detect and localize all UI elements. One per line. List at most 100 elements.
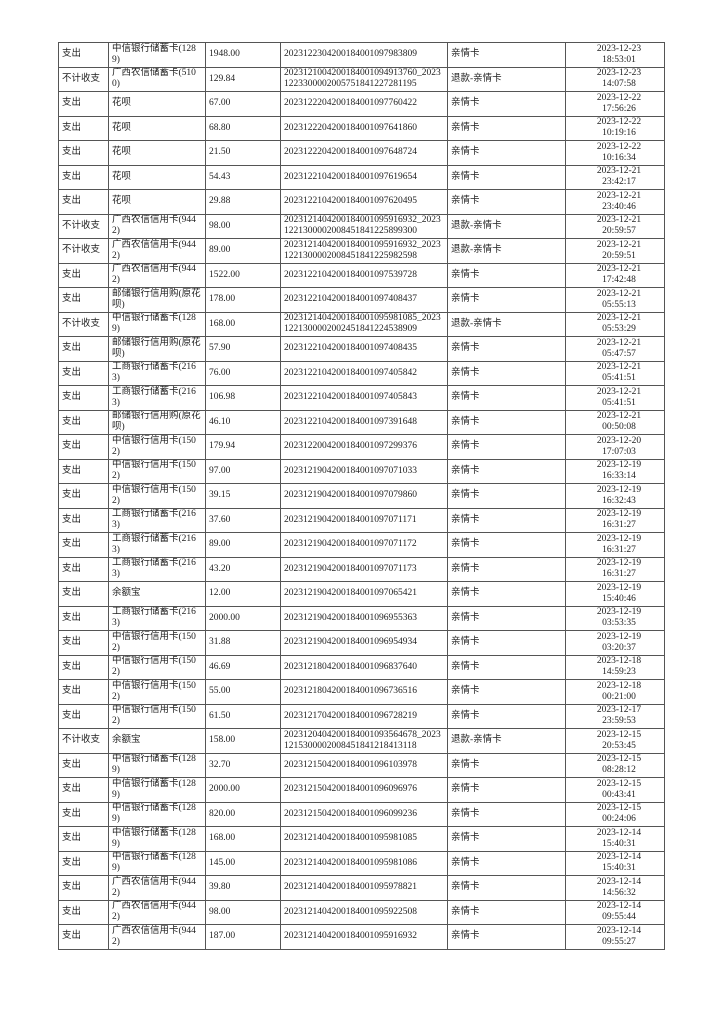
datetime-cell: 2023-12-19 16:31:27 bbox=[565, 507, 665, 533]
method-cell: 花呗 bbox=[108, 115, 206, 141]
method-cell: 中信银行信用卡(1502) bbox=[108, 679, 206, 705]
datetime-cell: 2023-12-20 17:07:03 bbox=[565, 434, 665, 460]
order-id-cell: 2023120404200184001093564678_20231215300… bbox=[280, 728, 448, 754]
table-row: 支出 工商银行储蓄卡(2163) 2000.00 202312190420018400… bbox=[58, 605, 665, 631]
order-id-cell: 2023121404200184001095981086 bbox=[280, 850, 448, 876]
table-row: 支出 工商银行储蓄卡(2163) 37.60 20231219042001840010… bbox=[58, 507, 665, 533]
table-row: 支出 中信银行信用卡(1502) 46.69 20231218042001840010… bbox=[58, 654, 665, 680]
category-cell: 亲情卡 bbox=[447, 826, 566, 852]
type-cell: 支出 bbox=[58, 164, 109, 190]
table-row: 不计收支 广西农信信用卡(9442) 98.00 202312140420018400… bbox=[58, 213, 665, 239]
amount-cell: 168.00 bbox=[205, 311, 281, 337]
amount-cell: 31.88 bbox=[205, 630, 281, 656]
order-id-cell: 2023121804200184001096837640 bbox=[280, 654, 448, 680]
table-row: 支出 中信银行储蓄卡(1289) 32.70 20231215042001840010… bbox=[58, 752, 665, 778]
table-row: 不计收支 中信银行储蓄卡(1289) 168.00 20231214042001840… bbox=[58, 311, 665, 337]
method-cell: 中信银行信用卡(1502) bbox=[108, 434, 206, 460]
method-cell: 花呗 bbox=[108, 140, 206, 166]
table-row: 支出 工商银行储蓄卡(2163) 89.00 20231219042001840010… bbox=[58, 532, 665, 558]
table-row: 支出 工商银行储蓄卡(2163) 76.00 20231221042001840010… bbox=[58, 360, 665, 386]
type-cell: 不计收支 bbox=[58, 728, 109, 754]
table-row: 支出 邮储银行信用购(原花呗) 46.10 202312210420018400109… bbox=[58, 409, 665, 435]
amount-cell: 21.50 bbox=[205, 140, 281, 166]
category-cell: 亲情卡 bbox=[447, 458, 566, 484]
datetime-cell: 2023-12-21 00:50:08 bbox=[565, 409, 665, 435]
type-cell: 支出 bbox=[58, 826, 109, 852]
amount-cell: 187.00 bbox=[205, 924, 281, 950]
order-id-cell: 2023121704200184001096728219 bbox=[280, 703, 448, 729]
method-cell: 工商银行储蓄卡(2163) bbox=[108, 507, 206, 533]
table-row: 支出 广西农信信用卡(9442) 39.80 20231214042001840010… bbox=[58, 875, 665, 901]
order-id-cell: 2023122104200184001097408435 bbox=[280, 336, 448, 362]
order-id-cell: 2023121904200184001097071171 bbox=[280, 507, 448, 533]
method-cell: 花呗 bbox=[108, 189, 206, 215]
type-cell: 支出 bbox=[58, 507, 109, 533]
category-cell: 亲情卡 bbox=[447, 385, 566, 411]
method-cell: 中信银行信用卡(1502) bbox=[108, 703, 206, 729]
type-cell: 支出 bbox=[58, 385, 109, 411]
amount-cell: 46.10 bbox=[205, 409, 281, 435]
method-cell: 工商银行储蓄卡(2163) bbox=[108, 605, 206, 631]
table-row: 支出 工商银行储蓄卡(2163) 43.20 20231219042001840010… bbox=[58, 556, 665, 582]
method-cell: 中信银行储蓄卡(1289) bbox=[108, 752, 206, 778]
category-cell: 亲情卡 bbox=[447, 483, 566, 509]
category-cell: 亲情卡 bbox=[447, 703, 566, 729]
datetime-cell: 2023-12-14 15:40:31 bbox=[565, 850, 665, 876]
method-cell: 中信银行储蓄卡(1289) bbox=[108, 801, 206, 827]
datetime-cell: 2023-12-21 23:42:17 bbox=[565, 164, 665, 190]
datetime-cell: 2023-12-19 03:20:37 bbox=[565, 630, 665, 656]
category-cell: 亲情卡 bbox=[447, 336, 566, 362]
datetime-cell: 2023-12-14 09:55:44 bbox=[565, 899, 665, 925]
category-cell: 退款-亲情卡 bbox=[447, 728, 566, 754]
type-cell: 支出 bbox=[58, 875, 109, 901]
table-row: 支出 中信银行信用卡(1502) 179.94 2023122004200184001… bbox=[58, 434, 665, 460]
amount-cell: 178.00 bbox=[205, 287, 281, 313]
amount-cell: 2000.00 bbox=[205, 605, 281, 631]
category-cell: 亲情卡 bbox=[447, 875, 566, 901]
type-cell: 支出 bbox=[58, 434, 109, 460]
amount-cell: 76.00 bbox=[205, 360, 281, 386]
type-cell: 支出 bbox=[58, 630, 109, 656]
type-cell: 不计收支 bbox=[58, 66, 109, 92]
category-cell: 退款-亲情卡 bbox=[447, 66, 566, 92]
amount-cell: 820.00 bbox=[205, 801, 281, 827]
table-row: 支出 花呗 21.50 2023122204200184001097648724 亲情卡… bbox=[58, 140, 665, 166]
order-id-cell: 2023122104200184001097391648 bbox=[280, 409, 448, 435]
type-cell: 支出 bbox=[58, 458, 109, 484]
order-id-cell: 2023121404200184001095916932_20231221300… bbox=[280, 213, 448, 239]
order-id-cell: 2023122204200184001097648724 bbox=[280, 140, 448, 166]
method-cell: 工商银行储蓄卡(2163) bbox=[108, 532, 206, 558]
method-cell: 邮储银行信用购(原花呗) bbox=[108, 287, 206, 313]
datetime-cell: 2023-12-21 20:59:51 bbox=[565, 238, 665, 264]
category-cell: 亲情卡 bbox=[447, 899, 566, 925]
order-id-cell: 2023122004200184001097299376 bbox=[280, 434, 448, 460]
order-id-cell: 2023122204200184001097760422 bbox=[280, 91, 448, 117]
order-id-cell: 2023121404200184001095922508 bbox=[280, 899, 448, 925]
datetime-cell: 2023-12-21 20:59:57 bbox=[565, 213, 665, 239]
datetime-cell: 2023-12-19 16:31:27 bbox=[565, 556, 665, 582]
type-cell: 支出 bbox=[58, 115, 109, 141]
datetime-cell: 2023-12-21 17:42:48 bbox=[565, 262, 665, 288]
datetime-cell: 2023-12-21 23:40:46 bbox=[565, 189, 665, 215]
type-cell: 不计收支 bbox=[58, 311, 109, 337]
category-cell: 亲情卡 bbox=[447, 507, 566, 533]
method-cell: 广西农信信用卡(9442) bbox=[108, 924, 206, 950]
datetime-cell: 2023-12-19 15:40:46 bbox=[565, 581, 665, 607]
datetime-cell: 2023-12-23 18:53:01 bbox=[565, 42, 665, 68]
type-cell: 支出 bbox=[58, 899, 109, 925]
amount-cell: 158.00 bbox=[205, 728, 281, 754]
type-cell: 支出 bbox=[58, 360, 109, 386]
type-cell: 支出 bbox=[58, 679, 109, 705]
datetime-cell: 2023-12-14 14:56:32 bbox=[565, 875, 665, 901]
type-cell: 支出 bbox=[58, 581, 109, 607]
amount-cell: 1522.00 bbox=[205, 262, 281, 288]
type-cell: 支出 bbox=[58, 703, 109, 729]
method-cell: 广西农信信用卡(9442) bbox=[108, 262, 206, 288]
table-row: 不计收支 广西农信储蓄卡(5100) 129.84 20231210042001840… bbox=[58, 66, 665, 92]
category-cell: 退款-亲情卡 bbox=[447, 213, 566, 239]
transaction-table: 支出 中信银行储蓄卡(1289) 1948.00 202312230420018400… bbox=[58, 42, 665, 950]
type-cell: 支出 bbox=[58, 140, 109, 166]
table-row: 支出 花呗 67.00 2023122204200184001097760422 亲情卡… bbox=[58, 91, 665, 117]
datetime-cell: 2023-12-15 20:53:45 bbox=[565, 728, 665, 754]
category-cell: 亲情卡 bbox=[447, 630, 566, 656]
